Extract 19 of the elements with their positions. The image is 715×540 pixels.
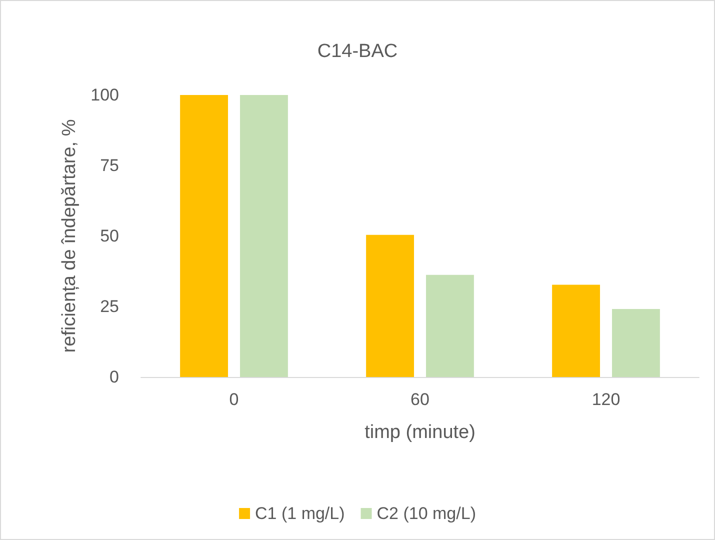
x-tick-label: 120 bbox=[592, 390, 620, 409]
legend-label: C2 (10 mg/L) bbox=[376, 504, 476, 523]
bar bbox=[366, 234, 414, 377]
y-tick-label: 100 bbox=[90, 86, 119, 104]
bar bbox=[552, 284, 600, 377]
bar bbox=[180, 95, 228, 377]
legend-label: C1 (1 mg/L) bbox=[255, 504, 345, 523]
x-tick-label: 0 bbox=[229, 390, 239, 409]
y-tick-label: 50 bbox=[100, 226, 119, 246]
bar bbox=[240, 95, 288, 377]
x-tick-label: 60 bbox=[410, 390, 430, 409]
y-axis-title: reficiența de îndepărtare, % bbox=[59, 119, 80, 353]
y-tick-label: 75 bbox=[100, 156, 119, 175]
x-axis-title: timp (minute) bbox=[364, 422, 476, 443]
bar bbox=[426, 274, 474, 377]
bar bbox=[612, 309, 660, 377]
chart-title: C14-BAC bbox=[317, 41, 398, 62]
y-tick-label: 25 bbox=[100, 297, 119, 316]
y-tick-label: 0 bbox=[110, 368, 119, 386]
